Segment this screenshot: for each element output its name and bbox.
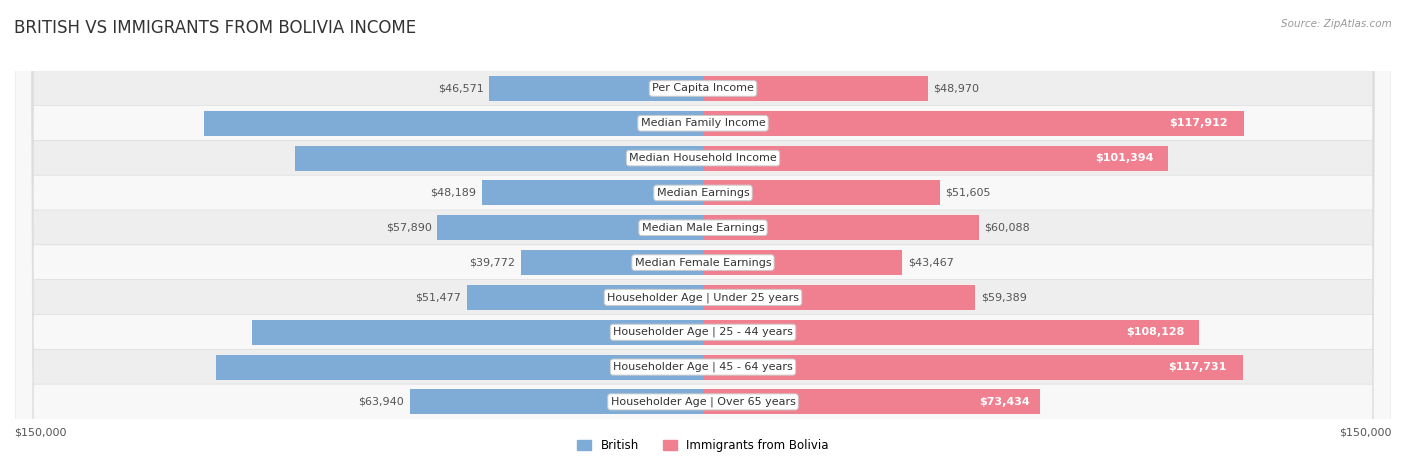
Text: $57,890: $57,890 bbox=[387, 223, 432, 233]
Text: Householder Age | 25 - 44 years: Householder Age | 25 - 44 years bbox=[613, 327, 793, 338]
Text: $48,189: $48,189 bbox=[430, 188, 477, 198]
Text: $46,571: $46,571 bbox=[439, 84, 484, 93]
Text: Householder Age | Over 65 years: Householder Age | Over 65 years bbox=[610, 396, 796, 407]
Text: Per Capita Income: Per Capita Income bbox=[652, 84, 754, 93]
FancyBboxPatch shape bbox=[15, 0, 1391, 467]
Text: $88,914: $88,914 bbox=[682, 153, 734, 163]
Bar bbox=[204, 111, 703, 136]
Bar bbox=[703, 76, 928, 101]
Text: $108,128: $108,128 bbox=[1126, 327, 1184, 337]
FancyBboxPatch shape bbox=[15, 0, 1391, 467]
Text: BRITISH VS IMMIGRANTS FROM BOLIVIA INCOME: BRITISH VS IMMIGRANTS FROM BOLIVIA INCOM… bbox=[14, 19, 416, 37]
Text: Median Family Income: Median Family Income bbox=[641, 118, 765, 128]
FancyBboxPatch shape bbox=[15, 0, 1391, 467]
Text: Householder Age | Under 25 years: Householder Age | Under 25 years bbox=[607, 292, 799, 303]
Bar bbox=[703, 354, 1243, 380]
Text: $106,264: $106,264 bbox=[679, 362, 737, 372]
Bar bbox=[437, 215, 703, 241]
Bar bbox=[215, 354, 703, 380]
Bar bbox=[489, 76, 703, 101]
Bar bbox=[703, 111, 1244, 136]
Bar bbox=[703, 250, 903, 275]
Legend: British, Immigrants from Bolivia: British, Immigrants from Bolivia bbox=[578, 439, 828, 452]
Text: Median Earnings: Median Earnings bbox=[657, 188, 749, 198]
Bar bbox=[467, 285, 703, 310]
Text: Source: ZipAtlas.com: Source: ZipAtlas.com bbox=[1281, 19, 1392, 28]
Text: $59,389: $59,389 bbox=[981, 292, 1026, 303]
Bar bbox=[703, 320, 1199, 345]
Text: Householder Age | 45 - 64 years: Householder Age | 45 - 64 years bbox=[613, 362, 793, 372]
Text: $43,467: $43,467 bbox=[908, 258, 953, 268]
Bar bbox=[295, 146, 703, 170]
Text: $117,912: $117,912 bbox=[1168, 118, 1227, 128]
Text: $108,705: $108,705 bbox=[678, 118, 737, 128]
Text: Median Female Earnings: Median Female Earnings bbox=[634, 258, 772, 268]
FancyBboxPatch shape bbox=[15, 0, 1391, 467]
Bar bbox=[482, 180, 703, 205]
Text: $63,940: $63,940 bbox=[359, 397, 404, 407]
FancyBboxPatch shape bbox=[15, 0, 1391, 467]
Bar bbox=[520, 250, 703, 275]
Bar bbox=[703, 146, 1168, 170]
Text: $48,970: $48,970 bbox=[934, 84, 979, 93]
FancyBboxPatch shape bbox=[15, 0, 1391, 467]
Bar bbox=[703, 285, 976, 310]
Text: $51,477: $51,477 bbox=[416, 292, 461, 303]
Bar bbox=[703, 389, 1040, 414]
Text: Median Male Earnings: Median Male Earnings bbox=[641, 223, 765, 233]
FancyBboxPatch shape bbox=[15, 0, 1391, 467]
FancyBboxPatch shape bbox=[15, 0, 1391, 467]
Text: $60,088: $60,088 bbox=[984, 223, 1029, 233]
Bar bbox=[252, 320, 703, 345]
FancyBboxPatch shape bbox=[15, 0, 1391, 467]
Bar bbox=[409, 389, 703, 414]
Text: $117,731: $117,731 bbox=[1168, 362, 1227, 372]
Text: $150,000: $150,000 bbox=[1340, 427, 1392, 437]
Bar bbox=[703, 180, 939, 205]
Text: $39,772: $39,772 bbox=[470, 258, 515, 268]
Text: Median Household Income: Median Household Income bbox=[628, 153, 778, 163]
Text: $150,000: $150,000 bbox=[14, 427, 66, 437]
Bar bbox=[703, 215, 979, 241]
FancyBboxPatch shape bbox=[15, 0, 1391, 467]
Text: $101,394: $101,394 bbox=[1095, 153, 1154, 163]
Text: $51,605: $51,605 bbox=[945, 188, 991, 198]
Text: $73,434: $73,434 bbox=[979, 397, 1029, 407]
Text: $98,359: $98,359 bbox=[681, 327, 731, 337]
